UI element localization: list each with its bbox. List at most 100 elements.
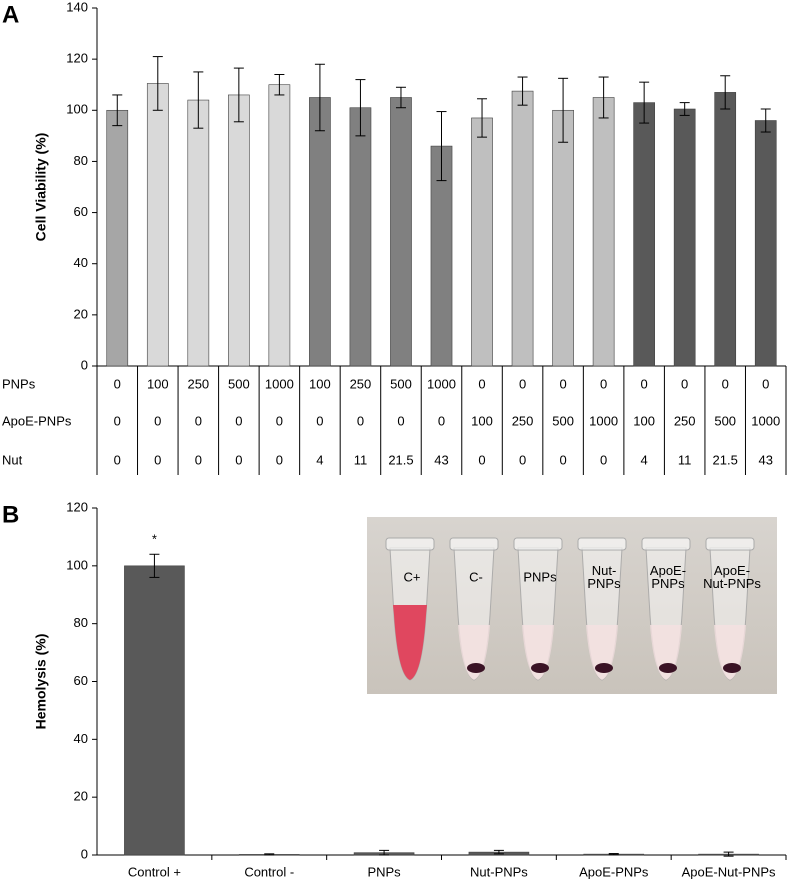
tube — [705, 537, 755, 681]
error-bar — [193, 71, 204, 129]
y-tick-label: 40 — [74, 255, 88, 270]
y-tick-label: 20 — [74, 789, 88, 804]
table-cell: 0 — [114, 413, 121, 428]
tube — [577, 537, 627, 681]
tube-cap — [513, 537, 563, 551]
error-bar — [264, 853, 275, 856]
error-bar — [395, 86, 406, 109]
bar — [309, 97, 331, 367]
table-cell: 0 — [438, 413, 445, 428]
table-cell: 0 — [195, 413, 202, 428]
table-cell: 0 — [114, 452, 121, 467]
inset-label: ApoE-Nut-PNPs — [703, 563, 761, 591]
y-tick-label: 100 — [66, 557, 88, 572]
table-cell: 100 — [309, 376, 331, 391]
table-cell: 0 — [195, 452, 202, 467]
bar — [754, 120, 777, 367]
panel-label: A — [2, 1, 19, 28]
table-cell: 0 — [478, 452, 485, 467]
error-bar — [517, 76, 528, 106]
pellet — [467, 663, 485, 673]
table-cell: 43 — [434, 452, 448, 467]
x-tick-label: Control + — [128, 864, 181, 879]
bar — [390, 97, 412, 367]
table-cell: 0 — [316, 413, 323, 428]
error-bar — [493, 849, 504, 855]
tube-cap — [577, 537, 627, 551]
table-cell: 500 — [390, 376, 412, 391]
inset-label: PNPs — [523, 569, 557, 584]
table-cell: 1000 — [751, 413, 780, 428]
error-bar — [679, 102, 690, 116]
error-bar — [608, 853, 619, 856]
y-tick-label: 120 — [66, 51, 88, 66]
y-axis-title: Cell Viability (%) — [33, 133, 49, 242]
table-cell: 1000 — [589, 413, 618, 428]
table-cell: 43 — [759, 452, 773, 467]
table-cell: 21.5 — [388, 452, 413, 467]
pellet — [659, 663, 677, 673]
tube-cap — [705, 537, 755, 551]
pellet — [723, 663, 741, 673]
table-row-label: ApoE-PNPs — [2, 413, 72, 428]
tube-cap — [385, 537, 435, 551]
error-bar — [112, 94, 123, 127]
table-cell: 500 — [714, 413, 736, 428]
error-bar — [152, 56, 163, 111]
error-bar — [436, 111, 447, 182]
table-cell: 0 — [276, 413, 283, 428]
y-tick-label: 140 — [66, 0, 88, 14]
y-tick-label: 80 — [74, 615, 88, 630]
table-cell: 0 — [641, 376, 648, 391]
error-bar — [477, 98, 488, 138]
error-bar — [598, 76, 609, 119]
error-bar — [314, 63, 325, 132]
table-cell: 250 — [350, 376, 372, 391]
bar — [633, 102, 655, 367]
tube — [385, 537, 435, 681]
table-cell: 0 — [681, 376, 688, 391]
y-tick-label: 60 — [74, 204, 88, 219]
annotation: * — [152, 532, 157, 547]
table-cell: 0 — [722, 376, 729, 391]
table-cell: 1000 — [265, 376, 294, 391]
x-tick-label: ApoE-Nut-PNPs — [682, 864, 776, 879]
table-cell: 0 — [235, 413, 242, 428]
table-cell: 11 — [678, 452, 692, 467]
bar — [268, 84, 291, 367]
table-cell: 0 — [519, 452, 526, 467]
bar — [552, 109, 574, 367]
x-tick-label: Nut-PNPs — [470, 864, 528, 879]
error-bar — [760, 108, 771, 133]
error-bar — [720, 75, 731, 110]
y-tick-label: 0 — [81, 846, 88, 861]
table-cell: 0 — [762, 376, 769, 391]
table-cell: 11 — [354, 452, 368, 467]
table-row-label: Nut — [2, 452, 23, 467]
error-bar — [379, 849, 390, 856]
y-tick-label: 100 — [66, 102, 88, 117]
table-cell: 4 — [641, 452, 648, 467]
bar — [187, 99, 210, 367]
table-cell: 250 — [512, 413, 534, 428]
table-cell: 1000 — [427, 376, 456, 391]
table-cell: 100 — [471, 413, 493, 428]
table-cell: 0 — [154, 452, 161, 467]
table-cell: 0 — [600, 376, 607, 391]
tube-cap — [449, 537, 499, 551]
error-bar — [639, 81, 650, 124]
bar — [511, 90, 534, 367]
table-cell: 0 — [276, 452, 283, 467]
bar — [471, 117, 493, 367]
table-cell: 500 — [228, 376, 250, 391]
table-cell: 500 — [552, 413, 574, 428]
inset-label: C+ — [404, 569, 421, 584]
table-cell: 0 — [357, 413, 364, 428]
bar — [673, 108, 696, 367]
y-tick-label: 60 — [74, 673, 88, 688]
bar — [592, 97, 615, 367]
table-cell: 0 — [154, 413, 161, 428]
table-cell: 0 — [600, 452, 607, 467]
